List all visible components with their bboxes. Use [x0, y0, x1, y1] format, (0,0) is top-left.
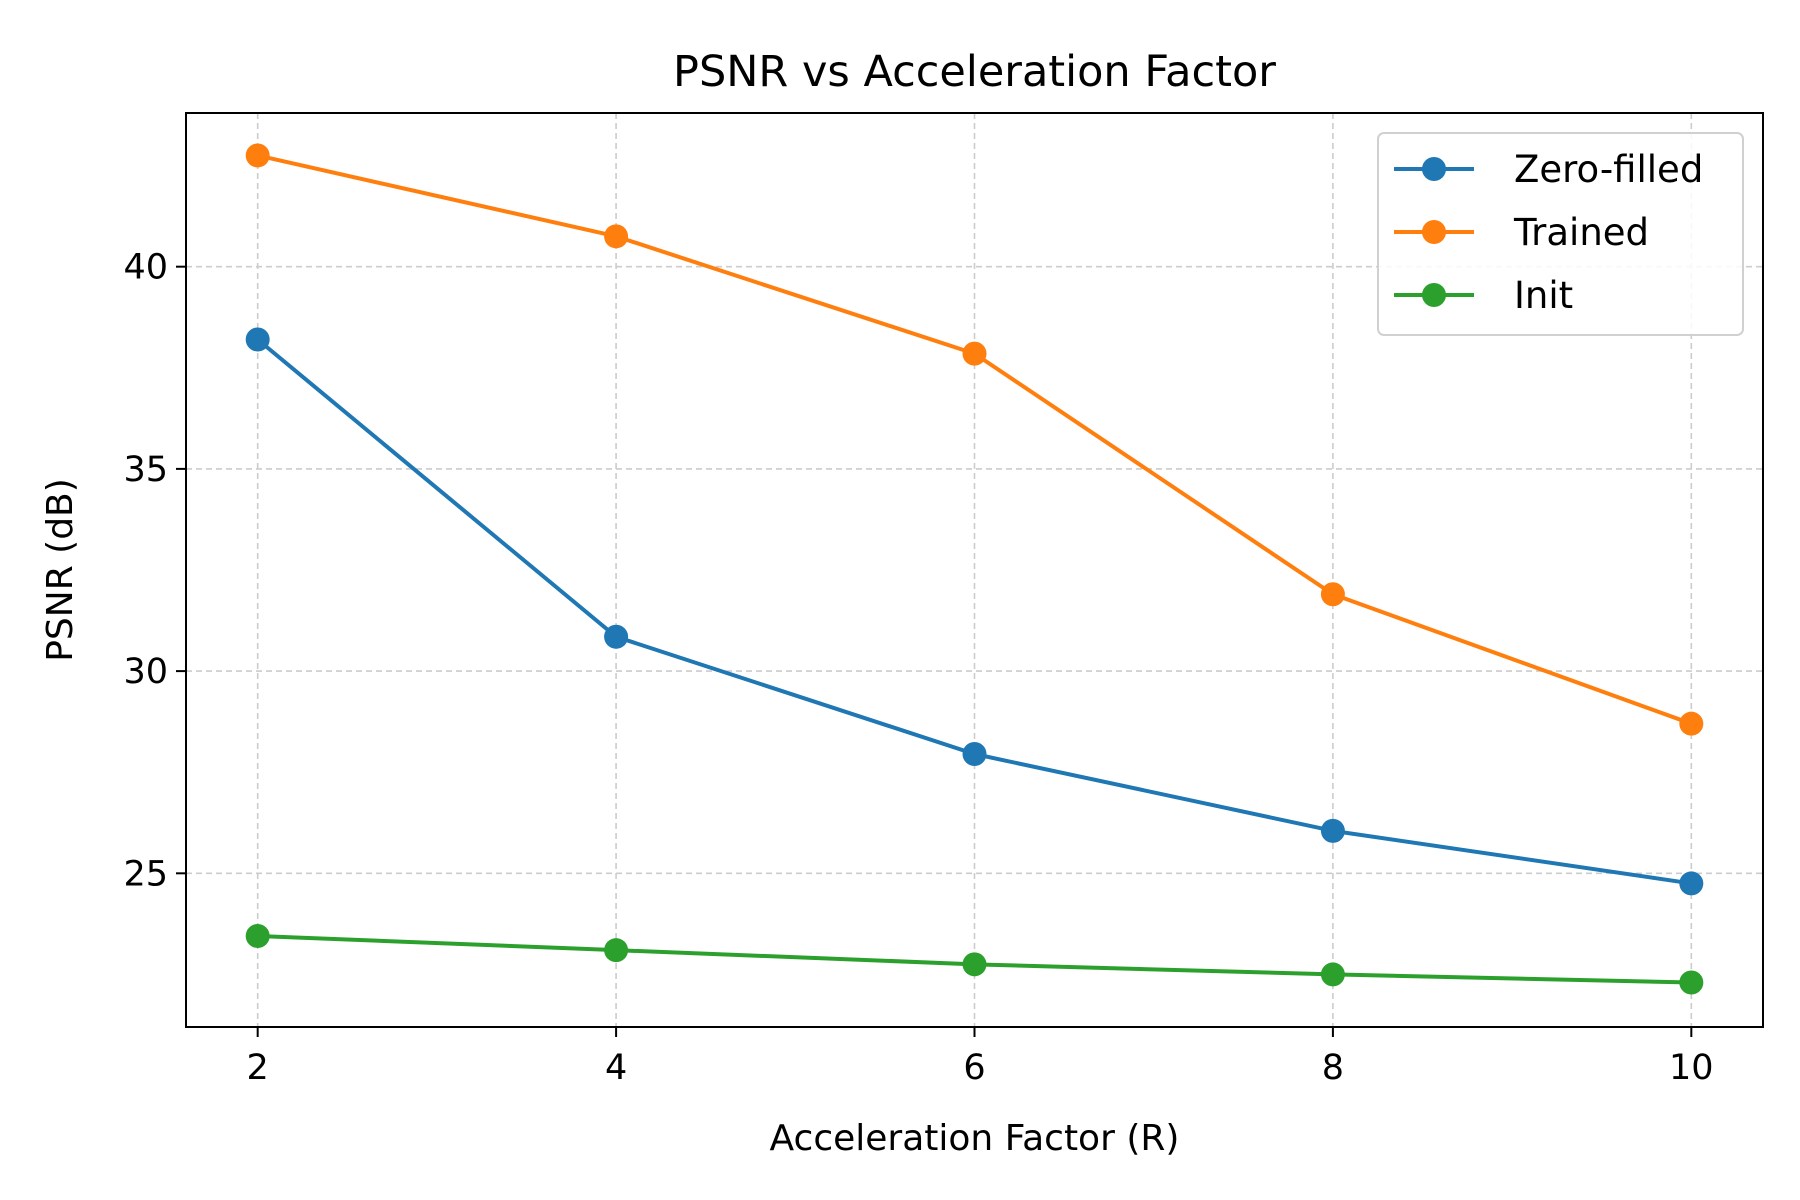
axis-ticks: 2 4 6 8 10 25 30 35 40	[123, 248, 1713, 1088]
legend-item: Init	[1394, 274, 1573, 317]
series-line	[256, 337, 1692, 886]
data-point	[1679, 711, 1704, 736]
data-point	[962, 742, 987, 767]
data-point	[245, 327, 270, 352]
y-tick-label: 30	[123, 652, 168, 692]
legend-marker	[1422, 283, 1446, 307]
data-point	[1320, 582, 1345, 607]
y-tick-label: 35	[123, 450, 168, 490]
data-point	[1679, 970, 1704, 995]
legend-label: Init	[1514, 274, 1573, 317]
data-point	[604, 938, 629, 963]
y-axis-title: PSNR (dB)	[40, 478, 81, 662]
data-point	[1320, 818, 1345, 843]
data-point	[1320, 962, 1345, 987]
data-point	[604, 224, 629, 249]
legend-label: Zero-filled	[1514, 148, 1703, 191]
data-point	[962, 952, 987, 977]
data-point	[962, 341, 987, 366]
series-init	[245, 924, 1704, 995]
x-tick-label: 4	[605, 1048, 627, 1088]
series-group	[245, 143, 1704, 995]
data-point	[604, 624, 629, 649]
data-point	[1679, 871, 1704, 896]
legend-marker	[1422, 157, 1446, 181]
data-point	[245, 924, 270, 949]
series-zero-filled	[245, 327, 1704, 896]
legend-item: Trained	[1394, 211, 1649, 254]
legend-box	[1377, 132, 1744, 336]
legend-marker	[1422, 220, 1446, 244]
data-point	[245, 143, 270, 168]
chart-title: PSNR vs Acceleration Factor	[673, 47, 1276, 97]
legend: Zero-filled Trained Init	[1377, 132, 1744, 336]
x-tick-label: 8	[1322, 1048, 1344, 1088]
y-tick-label: 25	[123, 854, 168, 894]
x-tick-label: 10	[1669, 1048, 1714, 1088]
x-tick-label: 2	[247, 1048, 269, 1088]
legend-item: Zero-filled	[1394, 148, 1703, 191]
x-axis-title: Acceleration Factor (R)	[770, 1118, 1180, 1159]
series-trained	[245, 143, 1704, 736]
y-tick-label: 40	[123, 248, 168, 288]
x-tick-label: 6	[963, 1048, 985, 1088]
legend-label: Trained	[1513, 211, 1649, 254]
